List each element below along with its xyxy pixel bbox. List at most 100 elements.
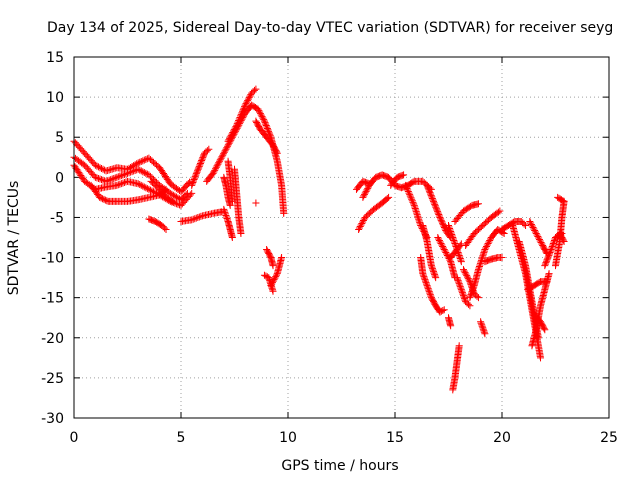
- grid: [74, 57, 609, 418]
- data-point: [358, 219, 366, 227]
- data-point: [252, 85, 260, 93]
- data-point: [428, 265, 436, 273]
- data-point: [438, 218, 446, 226]
- data-point: [548, 243, 556, 251]
- data-point: [437, 215, 445, 223]
- data-point: [400, 171, 408, 179]
- data-point: [544, 254, 552, 262]
- data-point: [531, 228, 539, 236]
- data-point: [143, 155, 151, 163]
- data-point: [446, 226, 454, 234]
- data-point: [365, 180, 373, 188]
- data-point: [98, 176, 106, 184]
- data-point: [192, 171, 200, 179]
- data-point: [545, 270, 553, 278]
- data-point: [470, 283, 478, 291]
- y-tick-label: -25: [41, 371, 64, 387]
- data-point: [547, 247, 555, 255]
- data-point: [261, 119, 269, 127]
- data-point: [198, 155, 206, 163]
- data-point: [430, 197, 438, 205]
- data-point: [424, 183, 432, 191]
- data-point: [537, 239, 545, 247]
- data-point: [450, 237, 458, 245]
- data-point: [534, 232, 542, 240]
- data-point: [227, 131, 235, 139]
- data-point: [360, 192, 368, 200]
- data-point: [107, 176, 115, 184]
- data-point: [479, 325, 487, 333]
- data-point: [140, 156, 148, 164]
- data-point: [450, 238, 458, 246]
- data-point: [188, 189, 196, 197]
- data-point: [457, 284, 465, 292]
- data-point: [237, 110, 245, 118]
- data-point: [541, 262, 549, 270]
- data-point: [434, 209, 442, 217]
- data-point: [463, 273, 471, 281]
- data-point: [228, 234, 236, 241]
- data-point: [357, 221, 365, 229]
- data-point: [530, 225, 538, 233]
- data-point: [142, 169, 150, 177]
- data-point: [175, 201, 183, 209]
- data-point: [448, 232, 456, 240]
- data-point: [197, 212, 205, 220]
- data-point: [215, 159, 223, 167]
- data-point: [220, 205, 228, 213]
- data-point: [243, 98, 251, 106]
- data-point: [457, 240, 465, 248]
- data-point: [448, 230, 456, 238]
- data-point: [385, 193, 393, 201]
- data-point: [447, 227, 455, 235]
- data-point: [424, 184, 432, 192]
- data-point: [455, 278, 463, 286]
- data-point: [232, 123, 240, 131]
- y-tick-label: 10: [46, 90, 64, 106]
- data-point: [427, 190, 435, 198]
- data-point: [260, 271, 268, 279]
- data-point: [223, 144, 231, 152]
- y-tick-label: 15: [46, 50, 64, 66]
- y-tick-label: -15: [41, 291, 64, 307]
- y-tick-label: -30: [41, 411, 64, 427]
- data-point: [459, 292, 467, 300]
- data-point: [483, 241, 491, 249]
- data-point: [498, 254, 506, 262]
- data-point: [419, 271, 427, 279]
- data-point: [494, 208, 502, 216]
- data-point: [467, 291, 475, 299]
- data-point: [407, 194, 415, 202]
- data-point: [434, 234, 442, 241]
- data-point: [560, 197, 568, 205]
- data-point: [522, 221, 530, 229]
- data-point: [435, 212, 443, 220]
- data-point: [355, 225, 363, 233]
- data-point: [188, 180, 196, 188]
- data-point: [209, 169, 217, 177]
- data-point: [220, 150, 228, 158]
- data-point: [264, 126, 272, 134]
- data-point: [233, 120, 241, 128]
- data-point: [192, 170, 200, 178]
- data-point: [226, 201, 234, 209]
- data-point: [408, 197, 416, 205]
- data-point: [440, 246, 448, 254]
- data-point: [255, 107, 263, 115]
- data-point: [406, 191, 414, 199]
- data-point: [460, 267, 468, 275]
- plot-frame: [73, 56, 610, 419]
- data-point: [236, 113, 244, 121]
- data-point: [197, 158, 205, 166]
- data-point: [134, 165, 142, 173]
- data-point: [535, 234, 543, 242]
- data-point: [124, 169, 131, 177]
- data-point: [359, 218, 367, 226]
- data-point: [402, 181, 410, 189]
- data-point: [457, 286, 465, 294]
- data-point: [464, 300, 472, 308]
- data-point: [134, 159, 142, 167]
- chart-title: Day 134 of 2025, Sidereal Day-to-day VTE…: [47, 20, 613, 36]
- data-point: [120, 178, 128, 186]
- data-point: [461, 295, 469, 303]
